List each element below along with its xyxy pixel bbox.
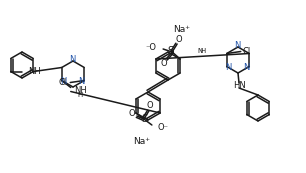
Text: S: S [168,47,174,57]
Text: N: N [69,56,75,65]
Text: N: N [61,77,67,86]
Text: O: O [176,34,182,43]
Text: NH: NH [74,86,87,95]
Text: Cl: Cl [243,47,251,56]
Text: O: O [129,108,135,117]
Text: N: N [226,63,232,72]
Text: HN: HN [233,81,246,90]
Text: O⁻: O⁻ [158,122,169,131]
Text: Na⁺: Na⁺ [174,25,191,34]
Text: ⁻O: ⁻O [145,43,156,52]
Text: N: N [197,48,202,54]
Text: Na⁺: Na⁺ [133,136,150,145]
Text: N: N [78,77,84,86]
Text: O: O [161,60,167,69]
Text: NH: NH [28,66,40,75]
Text: S: S [142,115,148,125]
Text: H: H [78,92,83,98]
Text: N: N [234,42,240,51]
Text: N: N [243,63,249,72]
Text: Cl: Cl [58,78,66,87]
Text: H: H [200,48,205,54]
Text: O: O [147,102,153,111]
